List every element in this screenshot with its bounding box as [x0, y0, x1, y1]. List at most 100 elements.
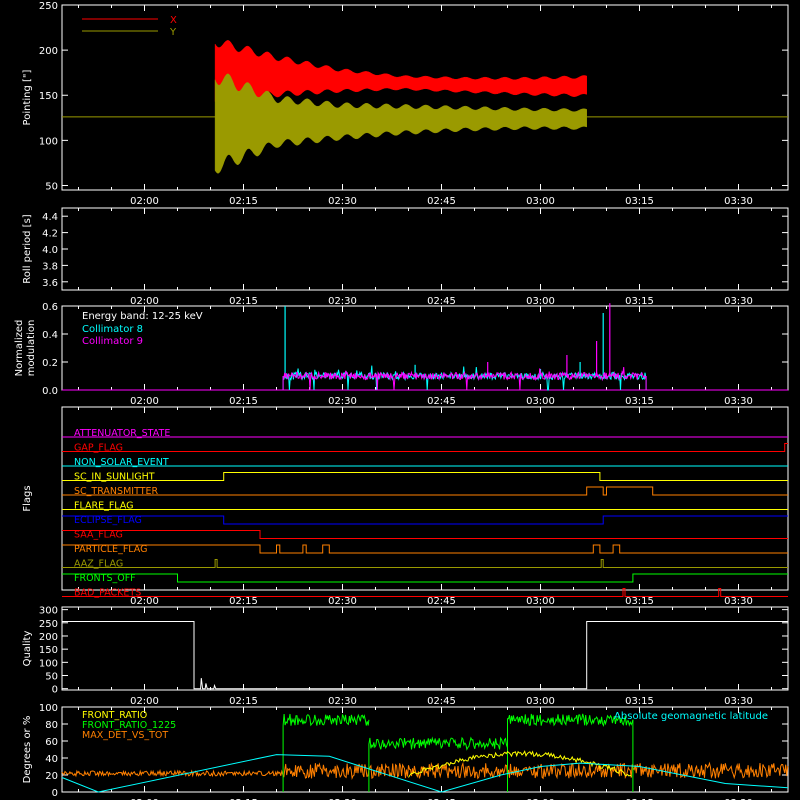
series-line-front-ratio-1225	[282, 713, 370, 792]
x-tick-label: 02:45	[427, 798, 456, 800]
flag-label: BAD_PACKETS	[74, 588, 141, 599]
flag-line	[62, 515, 788, 525]
x-tick-label: 02:30	[328, 396, 357, 407]
flag-label: SAA_FLAG	[74, 530, 123, 541]
plot-frame	[61, 4, 789, 191]
series-line-front-ratio-1225	[507, 713, 634, 792]
y-tick-label: 150	[39, 645, 58, 656]
x-tick-label: 03:15	[625, 396, 654, 407]
plot-frame	[61, 706, 789, 793]
y-tick-label: 250	[39, 619, 58, 630]
y-tick-label: 0	[52, 685, 58, 696]
y-axis-label: Pointing ["]	[22, 69, 33, 125]
x-tick-label: 02:00	[130, 296, 159, 307]
flag-label: ATTENUATOR_STATE	[74, 428, 170, 439]
x-tick-label: 02:45	[427, 696, 456, 707]
y-tick-label: 300	[39, 606, 58, 617]
x-tick-label: 02:45	[427, 596, 456, 607]
y-axis-label: modulation	[26, 320, 37, 377]
x-tick-label: 02:30	[328, 798, 357, 800]
x-tick-label: 03:00	[526, 396, 555, 407]
flag-label: SC_TRANSMITTER	[74, 486, 159, 497]
x-tick-label: 03:15	[625, 296, 654, 307]
series-line-collimator-9	[282, 367, 647, 391]
y-tick-label: 250	[39, 1, 58, 12]
x-tick-label: 02:15	[229, 798, 258, 800]
panels: 02:00 02:15 02:30 02:45 03:00 03:15 03:30 Point…	[14, 1, 789, 800]
x-tick-label: 03:30	[724, 396, 753, 407]
x-tick-label: 02:45	[427, 196, 456, 207]
flag-line	[62, 588, 788, 597]
y-axis-label: Degrees or %	[22, 716, 33, 784]
x-tick-label: 02:00	[130, 696, 159, 707]
x-tick-label: 02:15	[229, 596, 258, 607]
flag-line	[62, 530, 788, 539]
flag-line	[62, 443, 788, 452]
flag-label: ECLIPSE_FLAG	[74, 515, 142, 526]
y-tick-label: 150	[39, 91, 58, 102]
panel-modulation: 02:00 02:15 02:30 02:45 03:00 03:15 03:30 Norma…	[14, 302, 789, 407]
panel-quality: 02:00 02:15 02:30 02:45 03:00 03:15 03:30 Quali…	[22, 606, 789, 707]
flag-label: FRONTS_OFF	[74, 573, 136, 584]
x-tick-label: 03:15	[625, 696, 654, 707]
y-tick-label: 0.0	[42, 386, 58, 397]
x-tick-label: 03:00	[526, 596, 555, 607]
y-tick-label: 3.8	[42, 261, 58, 272]
legend-label: Y	[169, 27, 177, 38]
x-tick-label: 02:30	[328, 696, 357, 707]
panel-ratios: 02:00 02:15 02:30 02:45 03:00 03:15 03:30 Degre…	[22, 703, 789, 800]
x-tick-label: 03:30	[724, 798, 753, 800]
y-axis-label: Flags	[22, 485, 33, 511]
panel-roll: 02:00 02:15 02:30 02:45 03:00 03:15 03:30 Roll …	[22, 207, 789, 307]
y-tick-label: 100	[39, 658, 58, 669]
y-tick-label: 200	[39, 46, 58, 57]
panel-flags: 02:00 02:15 02:30 02:45 03:00 03:15 03:30 Flags…	[22, 406, 789, 607]
quality-line	[62, 621, 788, 690]
panel-pointing: 02:00 02:15 02:30 02:45 03:00 03:15 03:30 Point…	[22, 1, 789, 207]
x-tick-label: 03:15	[625, 596, 654, 607]
y-tick-label: 200	[39, 632, 58, 643]
flag-line	[62, 573, 788, 583]
x-tick-label: 02:15	[229, 196, 258, 207]
flag-label: NON_SOLAR_EVENT	[74, 457, 169, 468]
x-tick-label: 02:30	[328, 596, 357, 607]
y-tick-label: 4.0	[42, 245, 58, 256]
y-tick-label: 0.6	[42, 302, 58, 313]
series-line-geomagnetic-latitude	[61, 754, 789, 793]
y-tick-label: 80	[45, 720, 58, 731]
legend-label: Collimator 8	[82, 324, 143, 335]
legend-label: Collimator 9	[82, 336, 143, 347]
x-tick-label: 02:30	[328, 196, 357, 207]
legend-label: FRONT_RATIO	[82, 710, 147, 721]
x-tick-label: 03:30	[724, 196, 753, 207]
y-tick-label: 0.4	[42, 330, 58, 341]
series-band-x	[214, 40, 587, 105]
series-band-y	[214, 73, 587, 174]
y-tick-label: 0	[52, 788, 58, 799]
x-tick-label: 02:45	[427, 396, 456, 407]
y-tick-label: 20	[45, 771, 58, 782]
y-tick-label: 100	[39, 703, 58, 714]
y-tick-label: 50	[45, 181, 58, 192]
y-tick-label: 4.4	[42, 212, 58, 223]
x-tick-label: 03:30	[724, 296, 753, 307]
flag-line	[62, 559, 788, 568]
series-line-front-ratio-1225	[368, 736, 508, 792]
series-line-front-ratio	[408, 750, 632, 778]
x-tick-label: 02:30	[328, 296, 357, 307]
y-axis-label: Normalized	[14, 320, 25, 377]
x-tick-label: 02:00	[130, 798, 159, 800]
x-tick-label: 02:15	[229, 696, 258, 707]
x-tick-label: 02:15	[229, 296, 258, 307]
flag-line	[62, 544, 788, 554]
y-tick-label: 0.2	[42, 358, 58, 369]
x-tick-label: 02:15	[229, 396, 258, 407]
y-axis-label: Quality	[22, 631, 33, 667]
x-tick-label: 03:00	[526, 196, 555, 207]
y-tick-label: 100	[39, 136, 58, 147]
x-tick-label: 03:15	[625, 196, 654, 207]
legend-label: MAX_DET_VS_TOT	[82, 730, 168, 741]
x-tick-label: 03:00	[526, 696, 555, 707]
y-tick-label: 60	[45, 737, 58, 748]
annotation-label: Absolute geomagnetic latitude	[614, 711, 768, 722]
